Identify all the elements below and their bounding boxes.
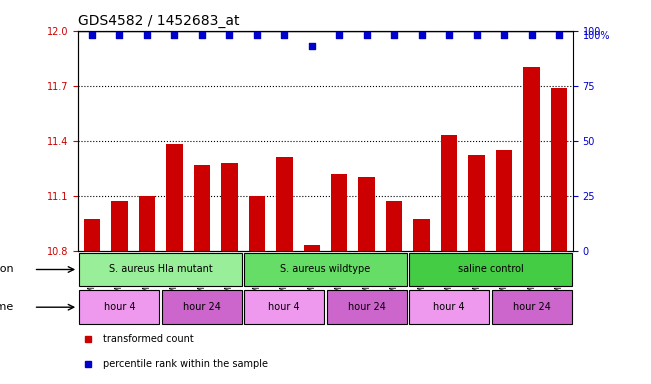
FancyBboxPatch shape [79, 290, 159, 324]
Point [279, 32, 290, 38]
FancyBboxPatch shape [79, 253, 242, 286]
Bar [469, 156, 485, 251]
Bar [83, 220, 100, 251]
Point [224, 32, 234, 38]
Text: hour 24: hour 24 [348, 302, 385, 312]
Bar [166, 144, 182, 251]
FancyBboxPatch shape [162, 290, 242, 324]
Point [197, 32, 207, 38]
Point [114, 32, 124, 38]
Bar [276, 157, 292, 251]
Point [499, 32, 509, 38]
Bar [496, 150, 512, 251]
FancyBboxPatch shape [244, 290, 324, 324]
FancyBboxPatch shape [327, 290, 407, 324]
Bar [386, 201, 402, 251]
Bar [221, 163, 238, 251]
Text: transformed count: transformed count [103, 334, 193, 344]
Text: percentile rank within the sample: percentile rank within the sample [103, 359, 268, 369]
Point [527, 32, 537, 38]
Bar [111, 201, 128, 251]
Text: S. aureus wildtype: S. aureus wildtype [281, 265, 370, 275]
Bar [303, 245, 320, 251]
Point [554, 32, 564, 38]
FancyBboxPatch shape [409, 253, 572, 286]
Point [417, 32, 427, 38]
Text: time: time [0, 302, 14, 312]
Text: GDS4582 / 1452683_at: GDS4582 / 1452683_at [78, 14, 240, 28]
Point [142, 32, 152, 38]
Text: hour 24: hour 24 [513, 302, 551, 312]
Bar [551, 88, 568, 251]
Bar [193, 164, 210, 251]
Text: saline control: saline control [458, 265, 523, 275]
FancyBboxPatch shape [244, 253, 407, 286]
Text: infection: infection [0, 265, 14, 275]
Point [471, 32, 482, 38]
Bar [523, 67, 540, 251]
Bar [249, 196, 265, 251]
FancyBboxPatch shape [409, 290, 489, 324]
Bar [441, 135, 458, 251]
Bar [331, 174, 348, 251]
Point [334, 32, 344, 38]
Text: hour 4: hour 4 [268, 302, 300, 312]
Point [444, 32, 454, 38]
FancyBboxPatch shape [492, 290, 572, 324]
Text: hour 4: hour 4 [434, 302, 465, 312]
Bar [413, 220, 430, 251]
Bar [139, 196, 155, 251]
Point [251, 32, 262, 38]
Text: hour 24: hour 24 [183, 302, 221, 312]
Point [389, 32, 400, 38]
Point [87, 32, 97, 38]
Bar [359, 177, 375, 251]
Point [361, 32, 372, 38]
Text: 100%: 100% [583, 31, 610, 41]
Point [169, 32, 180, 38]
Point [307, 43, 317, 49]
Text: S. aureus Hla mutant: S. aureus Hla mutant [109, 265, 212, 275]
Text: hour 4: hour 4 [104, 302, 135, 312]
